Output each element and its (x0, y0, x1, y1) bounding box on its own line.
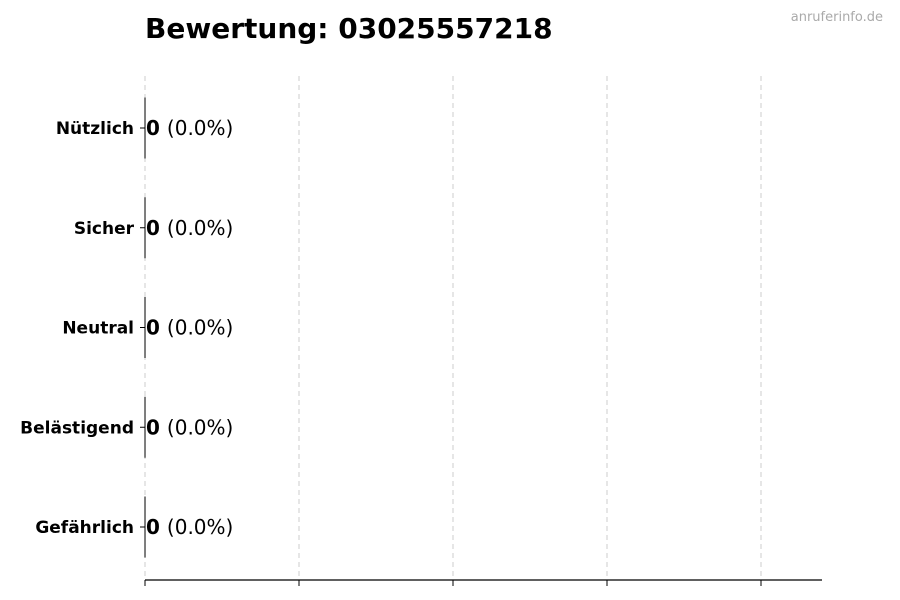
y-tick-label: Nützlich (56, 119, 134, 139)
data-label: 0 (0.0%) (146, 116, 233, 140)
data-label: 0 (0.0%) (146, 415, 233, 439)
data-label-percent: (0.0%) (167, 316, 233, 340)
data-label-count: 0 (146, 216, 160, 240)
y-tick-label: Gefährlich (35, 518, 134, 538)
data-label: 0 (0.0%) (146, 515, 233, 539)
data-label-count: 0 (146, 316, 160, 340)
data-label-percent: (0.0%) (167, 515, 233, 539)
data-label-count: 0 (146, 515, 160, 539)
data-label: 0 (0.0%) (146, 216, 233, 240)
y-tick-label: Sicher (74, 219, 135, 239)
y-tick-label: Belästigend (20, 418, 134, 438)
data-label: 0 (0.0%) (146, 316, 233, 340)
data-label-count: 0 (146, 116, 160, 140)
data-label-percent: (0.0%) (167, 216, 233, 240)
y-tick-label: Neutral (62, 319, 134, 339)
watermark: anruferinfo.de (790, 10, 883, 25)
data-label-percent: (0.0%) (167, 116, 233, 140)
data-label-count: 0 (146, 415, 160, 439)
data-label-percent: (0.0%) (167, 415, 233, 439)
chart-title: Bewertung: 03025557218 (145, 12, 553, 45)
